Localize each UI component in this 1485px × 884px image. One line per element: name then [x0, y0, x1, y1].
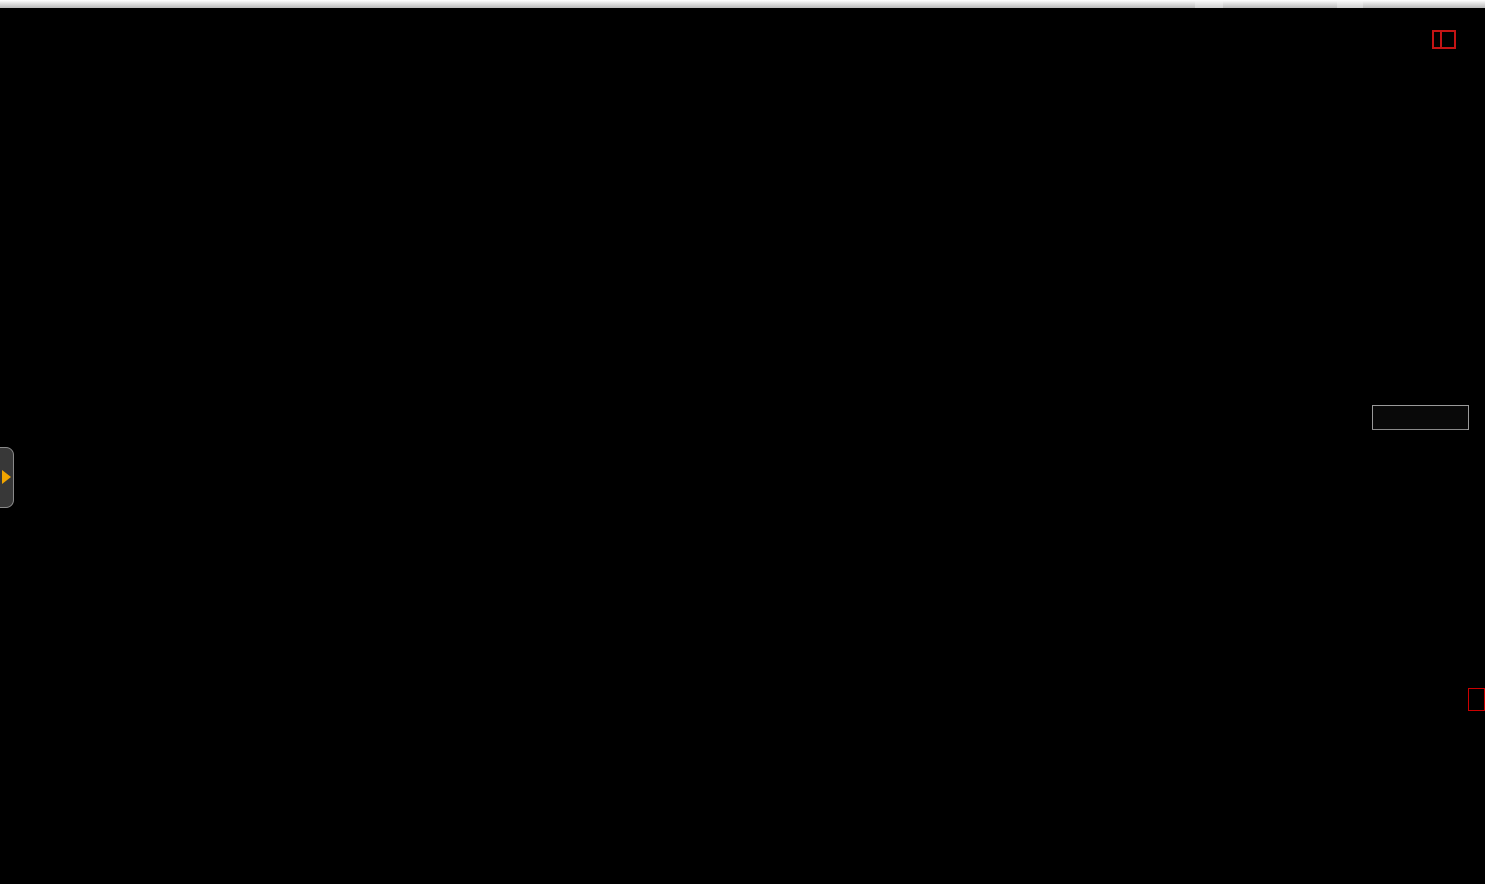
main-chart-legend: [3, 8, 31, 25]
volume-legend: [3, 539, 14, 556]
sidebar-expand-tab[interactable]: [0, 447, 14, 508]
window-layout-icon[interactable]: [1432, 30, 1456, 49]
close-indicator-button[interactable]: [1468, 688, 1485, 711]
price-line: [1372, 429, 1467, 430]
top-toolbar-edge: [0, 0, 1485, 8]
toolbar-notch: [1195, 0, 1223, 8]
layout-divider: [1440, 32, 1442, 47]
toolbar-notch: [1337, 0, 1363, 8]
expand-arrow-icon: [2, 470, 11, 484]
kdj-legend: [3, 711, 14, 728]
price-line-label: [1372, 405, 1469, 430]
